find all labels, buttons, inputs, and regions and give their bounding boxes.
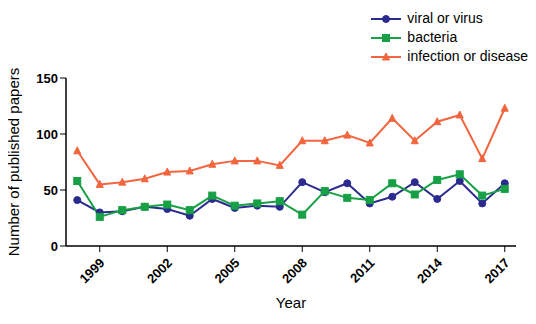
svg-text:0: 0 bbox=[51, 239, 58, 254]
svg-text:Number of published papers: Number of published papers bbox=[8, 68, 22, 256]
html-text:infection or disease: infection or disease bbox=[407, 48, 528, 64]
svg-text:2017: 2017 bbox=[481, 255, 512, 286]
svg-text:2002: 2002 bbox=[144, 255, 175, 286]
svg-text:2011: 2011 bbox=[347, 255, 378, 286]
html-text:bacteria: bacteria bbox=[407, 29, 458, 45]
svg-text:150: 150 bbox=[36, 71, 58, 86]
svg-text:2014: 2014 bbox=[414, 255, 446, 287]
svg-text:2005: 2005 bbox=[211, 255, 242, 286]
svg-text:100: 100 bbox=[36, 127, 58, 142]
html-text:viral or virus: viral or virus bbox=[407, 10, 483, 26]
svg-text:2008: 2008 bbox=[279, 255, 310, 286]
svg-text:Year: Year bbox=[276, 294, 306, 311]
svg-text:1999: 1999 bbox=[76, 255, 107, 286]
svg-text:50: 50 bbox=[44, 183, 58, 198]
